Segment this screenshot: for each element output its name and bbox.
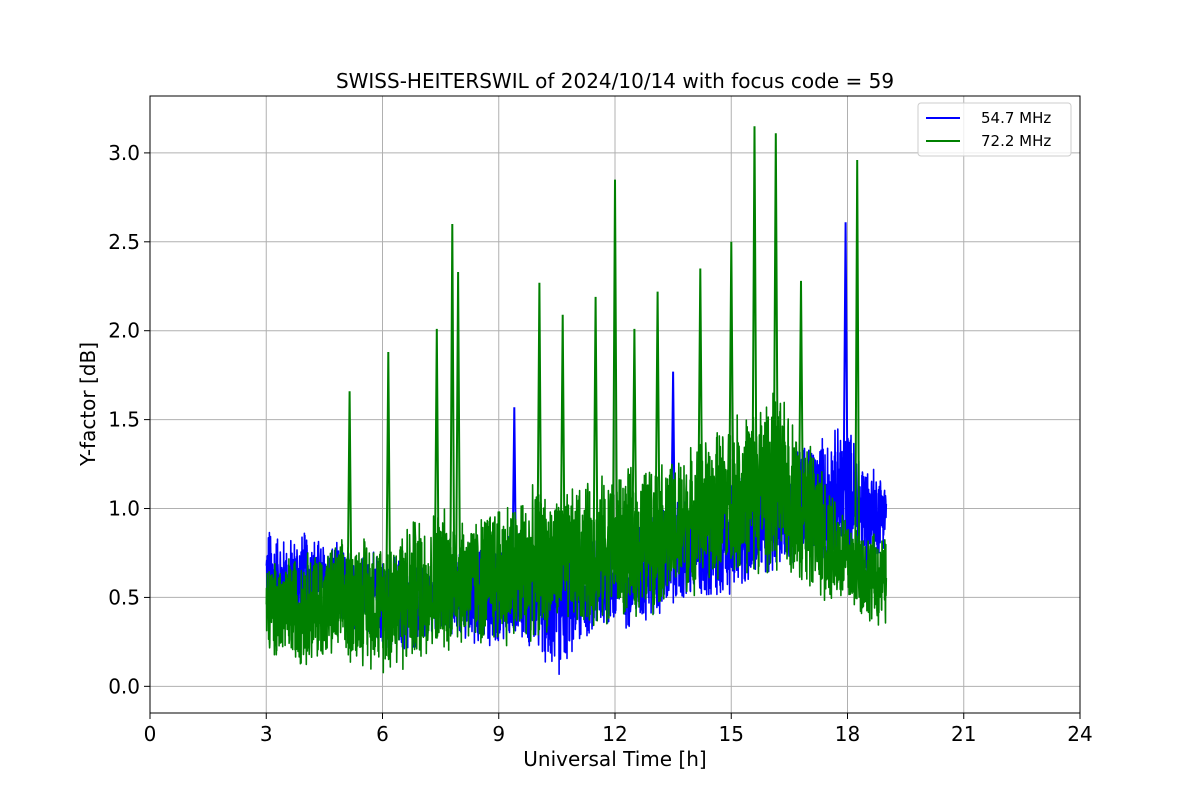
legend-box xyxy=(917,102,1072,157)
series-2-spike xyxy=(385,351,392,622)
y-axis-title: Y-factor [dB] xyxy=(76,342,100,467)
x-axis: 0 3 6 9 12 15 18 21 24 xyxy=(144,713,1093,746)
x-tick-label: 21 xyxy=(951,722,976,746)
y-tick-label: 1.5 xyxy=(108,408,140,432)
chart-title: SWISS-HEITERSWIL of 2024/10/14 with focu… xyxy=(336,69,894,93)
y-axis: 0.0 0.5 1.0 1.5 2.0 2.5 3.0 xyxy=(108,141,150,698)
series-2-spike xyxy=(346,391,353,619)
series-2-spike xyxy=(612,179,618,562)
legend: 54.7 MHz 72.2 MHz xyxy=(917,102,1072,157)
series-2-spike xyxy=(455,271,462,598)
series-2-spike xyxy=(697,268,704,532)
x-axis-title: Universal Time [h] xyxy=(523,747,706,771)
y-tick-label: 2.0 xyxy=(108,319,140,343)
x-tick-label: 18 xyxy=(835,722,860,746)
series-2-spike xyxy=(728,241,735,514)
series-2-spike xyxy=(854,159,861,587)
x-tick-label: 6 xyxy=(376,722,389,746)
x-tick-label: 12 xyxy=(602,722,627,746)
x-tick-label: 24 xyxy=(1067,722,1092,746)
series-2-spike xyxy=(798,280,804,525)
x-tick-label: 0 xyxy=(144,722,157,746)
series-layer xyxy=(265,126,888,675)
y-tick-label: 0.5 xyxy=(108,585,140,609)
series-line-2 xyxy=(265,392,888,674)
y-tick-label: 2.5 xyxy=(108,230,140,254)
series-2-spike xyxy=(772,133,779,503)
y-tick-label: 1.0 xyxy=(108,497,140,521)
x-tick-label: 9 xyxy=(492,722,505,746)
series-2-spike xyxy=(559,314,566,579)
series-2-spike xyxy=(751,126,758,507)
series-2-spike xyxy=(631,328,638,562)
y-tick-label: 3.0 xyxy=(108,141,140,165)
x-tick-label: 3 xyxy=(260,722,273,746)
series-2-spike xyxy=(592,296,599,571)
legend-label-series-1: 54.7 MHz xyxy=(981,109,1051,127)
series-2-spike xyxy=(449,223,456,598)
series-2-spike xyxy=(433,328,440,600)
plot-area xyxy=(265,126,888,675)
series-2-spike xyxy=(654,291,661,553)
series-1-spike xyxy=(842,222,849,510)
series-2-spike xyxy=(536,282,543,580)
legend-label-series-2: 72.2 MHz xyxy=(981,132,1051,150)
y-tick-label: 0.0 xyxy=(108,674,140,698)
x-tick-label: 15 xyxy=(719,722,744,746)
